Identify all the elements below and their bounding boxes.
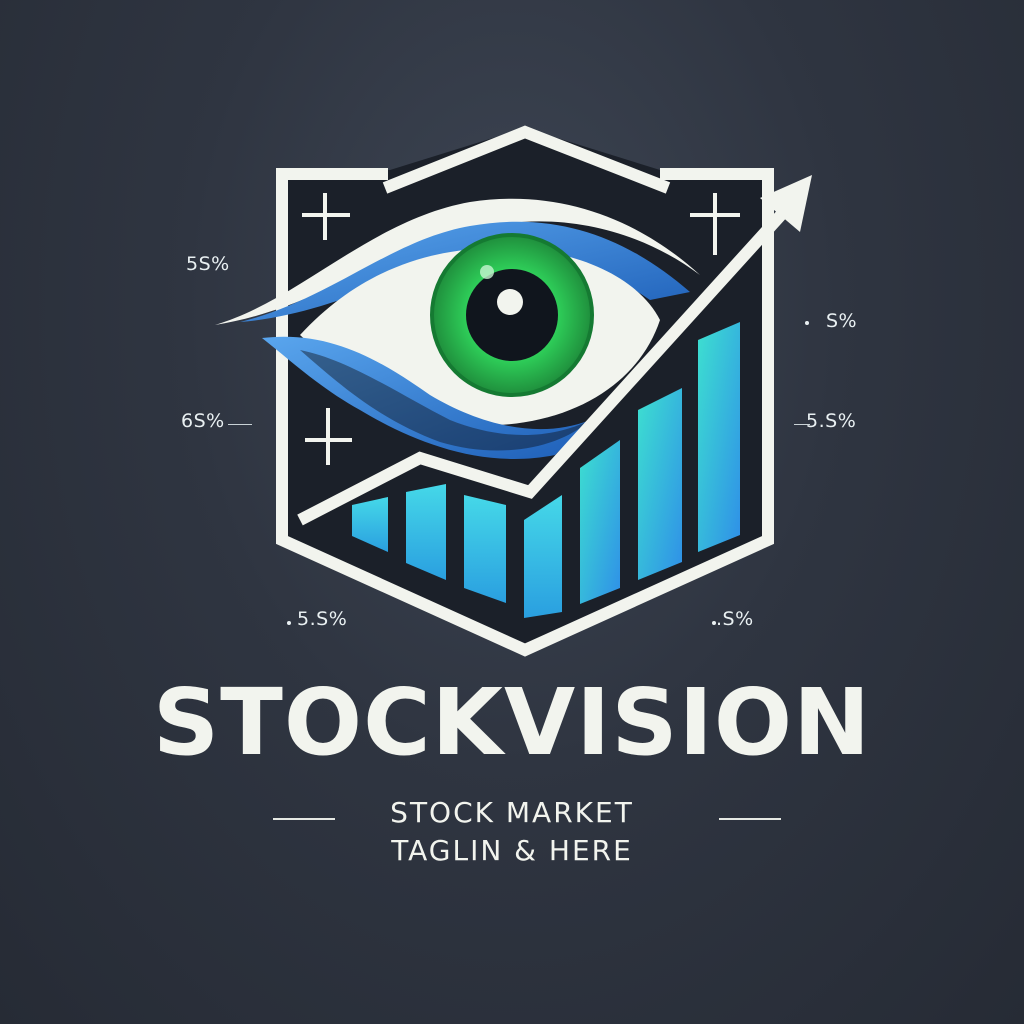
iris-ring	[430, 233, 594, 397]
tagline-rule-right	[719, 818, 781, 820]
label-mid-left: 6S%	[181, 410, 225, 432]
label-mid-right: 5.S%	[806, 410, 857, 432]
arrow-up-right-icon	[760, 175, 812, 232]
plus-mark-icon	[302, 193, 740, 465]
label-top-left: 5S%	[186, 253, 230, 275]
tagline-line-2: TAGLIN & HERE	[391, 834, 633, 867]
brand-name: STOCKVISION	[152, 669, 872, 776]
label-bottom-right-dot	[712, 621, 716, 625]
bar-1	[352, 497, 388, 552]
eye-upper-blue	[240, 221, 690, 322]
bar-7	[698, 322, 740, 552]
label-top-right-dot	[805, 321, 809, 325]
iris-glint	[480, 265, 494, 279]
pupil	[466, 269, 558, 361]
bar-3	[464, 495, 506, 603]
bar-2	[406, 484, 446, 580]
bar-4	[524, 495, 562, 618]
eye-lower-dark	[300, 350, 590, 451]
tagline-rule-left	[273, 818, 335, 820]
eye-upper-lid	[215, 198, 700, 325]
eye-symbol	[215, 198, 700, 459]
label-bottom-left-dot	[287, 621, 291, 625]
trend-path	[297, 200, 795, 526]
shield-outline	[382, 125, 671, 194]
bar-5	[580, 440, 620, 604]
label-mid-left-line	[228, 424, 252, 425]
bar-6	[638, 388, 682, 580]
eye-lower-blue	[262, 336, 590, 459]
pupil-highlight	[497, 289, 523, 315]
bar-chart	[352, 322, 740, 618]
shield-frame	[276, 168, 774, 657]
label-mid-right-line	[794, 424, 810, 425]
tagline-line-1: STOCK MARKET	[390, 796, 634, 829]
label-bottom-right: .S%	[716, 608, 754, 630]
label-bottom-left: 5.S%	[297, 608, 348, 630]
label-top-right: S%	[826, 310, 858, 332]
trend-line	[297, 175, 812, 526]
